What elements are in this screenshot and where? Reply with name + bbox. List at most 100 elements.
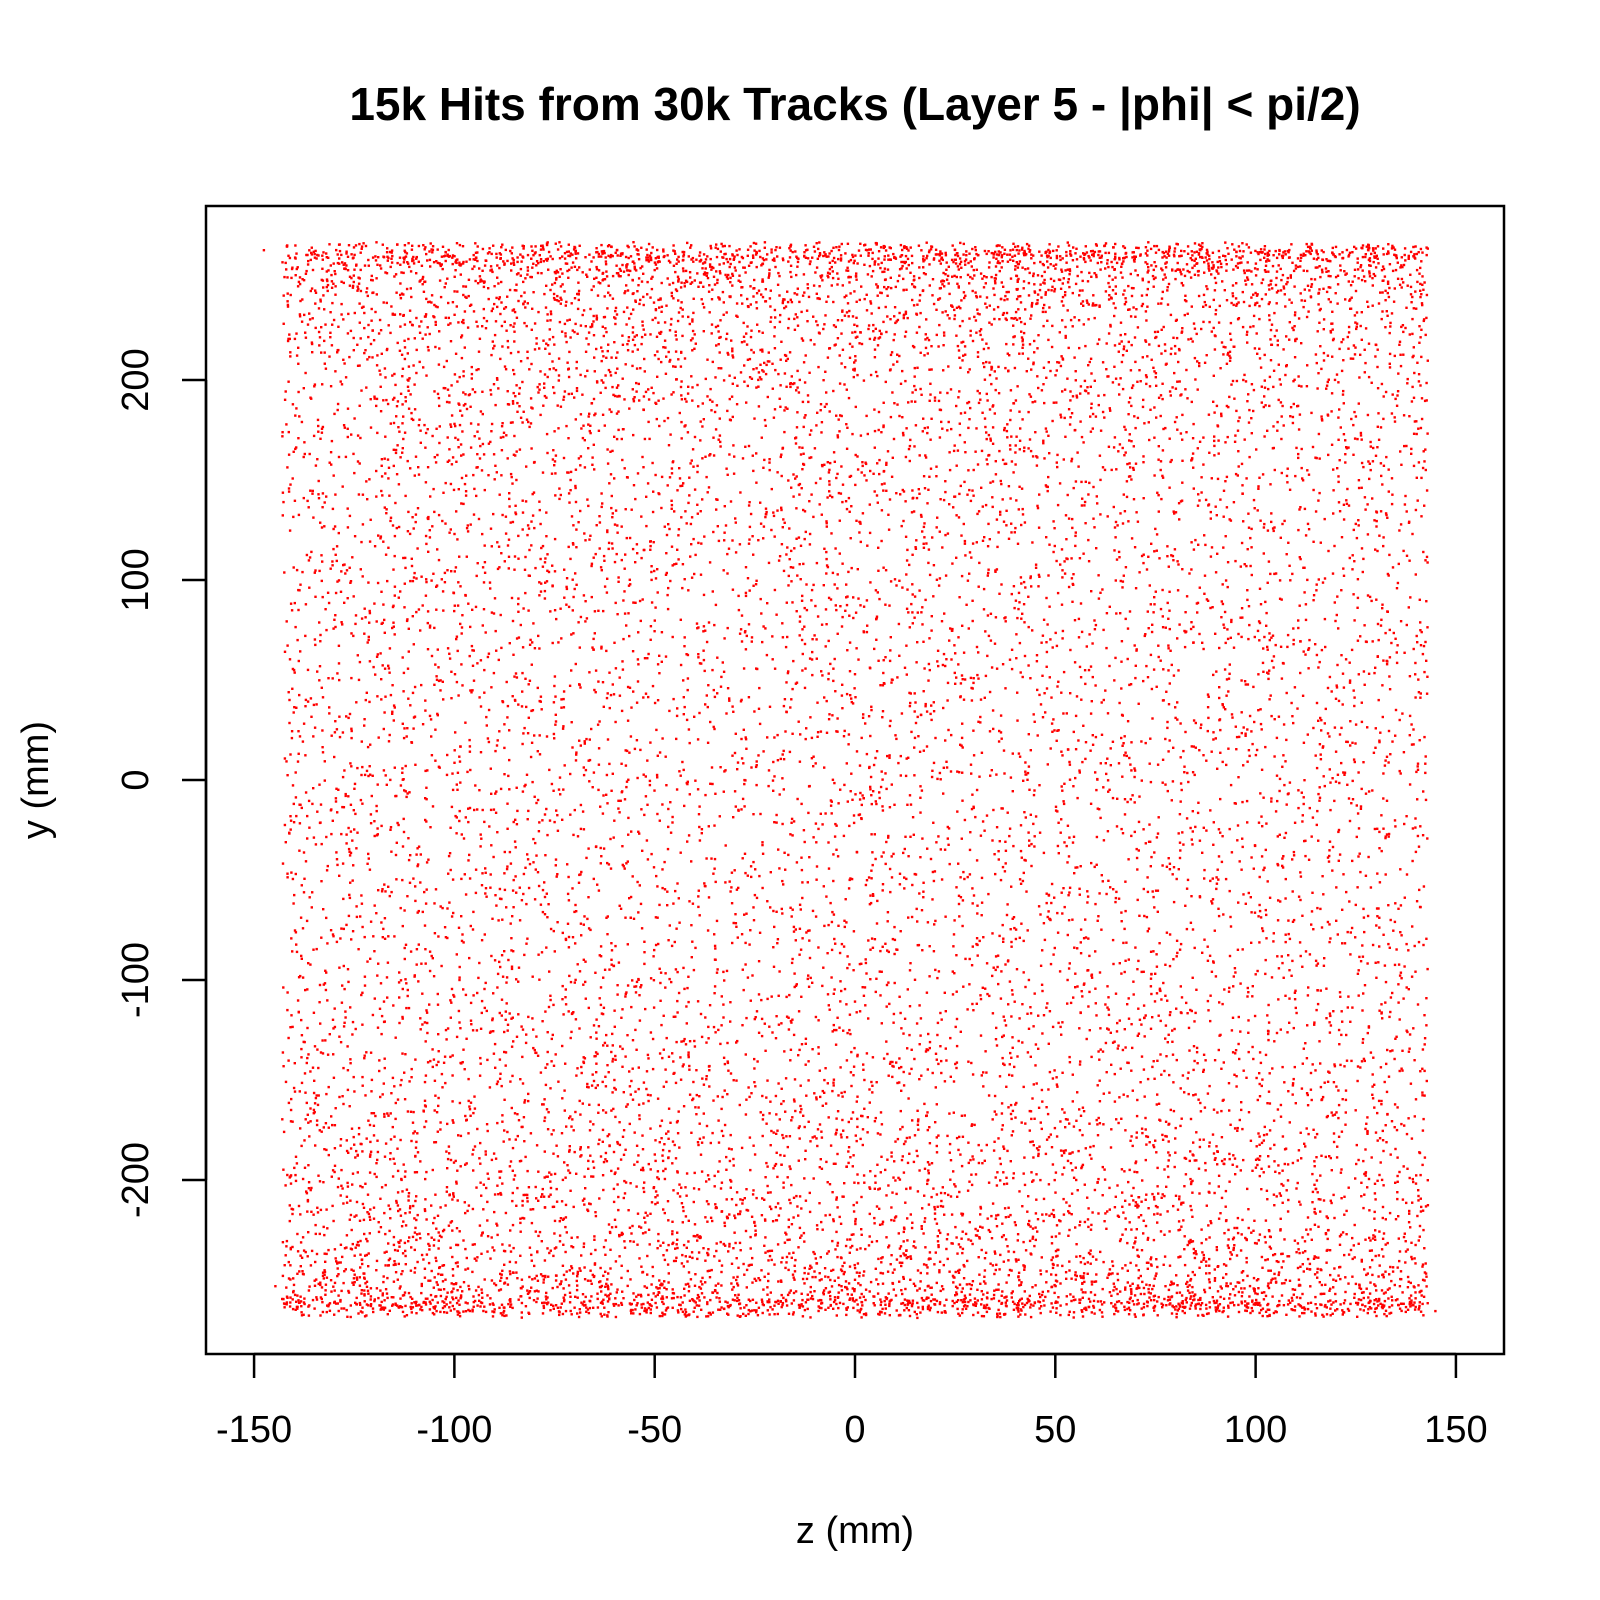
data-point bbox=[798, 903, 802, 906]
data-point bbox=[1360, 1258, 1363, 1262]
data-point bbox=[428, 536, 432, 539]
data-point bbox=[1312, 488, 1315, 492]
data-point bbox=[304, 371, 307, 375]
data-point bbox=[1015, 318, 1019, 321]
data-point bbox=[1110, 468, 1113, 472]
data-point bbox=[632, 484, 636, 487]
data-point bbox=[557, 788, 561, 791]
data-point bbox=[454, 1159, 457, 1163]
data-point bbox=[1293, 356, 1297, 359]
data-point bbox=[1120, 265, 1123, 268]
data-point bbox=[1261, 1266, 1264, 1269]
data-point bbox=[853, 687, 856, 690]
data-point bbox=[1022, 1172, 1025, 1175]
data-point bbox=[1202, 1138, 1205, 1141]
data-point bbox=[689, 1278, 693, 1281]
data-point bbox=[442, 609, 445, 612]
data-point bbox=[633, 265, 636, 268]
data-point bbox=[1236, 824, 1240, 827]
data-point bbox=[862, 631, 866, 634]
data-point bbox=[708, 1004, 712, 1007]
data-point bbox=[1189, 1295, 1193, 1298]
data-point bbox=[981, 411, 984, 414]
data-point bbox=[842, 735, 846, 738]
data-point bbox=[843, 1270, 846, 1274]
data-point bbox=[1157, 1192, 1160, 1195]
data-point bbox=[1114, 1306, 1117, 1309]
data-point bbox=[1220, 1287, 1223, 1290]
data-point bbox=[602, 794, 605, 797]
data-point bbox=[385, 251, 389, 254]
data-point bbox=[446, 253, 449, 256]
data-point bbox=[573, 981, 576, 984]
data-point bbox=[733, 869, 736, 872]
data-point bbox=[1357, 855, 1360, 858]
data-point bbox=[1056, 465, 1059, 469]
data-point bbox=[296, 266, 299, 269]
data-point bbox=[815, 841, 818, 844]
data-point bbox=[680, 1040, 683, 1043]
data-point bbox=[625, 536, 628, 540]
data-point bbox=[348, 284, 352, 287]
data-point bbox=[944, 310, 947, 313]
data-point bbox=[761, 348, 764, 351]
data-point bbox=[395, 473, 399, 476]
data-point bbox=[531, 709, 535, 712]
data-point bbox=[707, 825, 710, 828]
data-point bbox=[1038, 250, 1041, 253]
data-point bbox=[777, 271, 780, 275]
data-point bbox=[326, 283, 330, 287]
data-point bbox=[567, 437, 570, 440]
data-point bbox=[624, 992, 627, 996]
data-point bbox=[396, 1169, 400, 1173]
data-point bbox=[1010, 531, 1013, 534]
data-point bbox=[1098, 1100, 1102, 1103]
data-point bbox=[1426, 675, 1429, 678]
data-point bbox=[835, 1230, 838, 1234]
data-point bbox=[360, 1292, 363, 1295]
data-point bbox=[449, 826, 452, 829]
data-point bbox=[699, 439, 702, 442]
data-point bbox=[983, 378, 987, 381]
data-point bbox=[885, 1005, 888, 1008]
data-point bbox=[777, 848, 780, 851]
data-point bbox=[623, 612, 627, 615]
data-point bbox=[769, 1305, 772, 1309]
data-point bbox=[438, 441, 441, 445]
data-point bbox=[543, 1176, 546, 1179]
data-point bbox=[596, 294, 600, 297]
data-point bbox=[1003, 1019, 1006, 1022]
data-point bbox=[784, 1231, 787, 1234]
data-point bbox=[1092, 517, 1095, 520]
data-point bbox=[587, 504, 590, 508]
data-point bbox=[282, 986, 285, 989]
data-point bbox=[811, 650, 814, 654]
data-point bbox=[818, 254, 821, 258]
data-point bbox=[1370, 1307, 1373, 1310]
data-point bbox=[683, 1313, 686, 1316]
data-point bbox=[1075, 396, 1079, 399]
data-point bbox=[345, 1308, 348, 1312]
data-point bbox=[457, 1134, 460, 1137]
data-point bbox=[897, 1176, 900, 1180]
data-point bbox=[886, 1270, 890, 1273]
data-point bbox=[1203, 300, 1206, 304]
data-point bbox=[965, 254, 968, 257]
data-point bbox=[398, 430, 401, 433]
data-point bbox=[469, 1001, 473, 1005]
data-point bbox=[1359, 1066, 1362, 1069]
data-point bbox=[548, 352, 551, 355]
data-point bbox=[644, 775, 647, 778]
data-point bbox=[352, 246, 356, 249]
data-point bbox=[536, 686, 539, 690]
data-point bbox=[448, 657, 452, 660]
data-point bbox=[1107, 1013, 1111, 1017]
data-point bbox=[658, 819, 661, 822]
data-point bbox=[627, 816, 630, 820]
data-point bbox=[1245, 1256, 1248, 1260]
data-point bbox=[387, 664, 390, 667]
data-point bbox=[348, 566, 351, 569]
data-point bbox=[783, 409, 786, 412]
data-point bbox=[1162, 427, 1165, 431]
data-point bbox=[1362, 1296, 1365, 1300]
